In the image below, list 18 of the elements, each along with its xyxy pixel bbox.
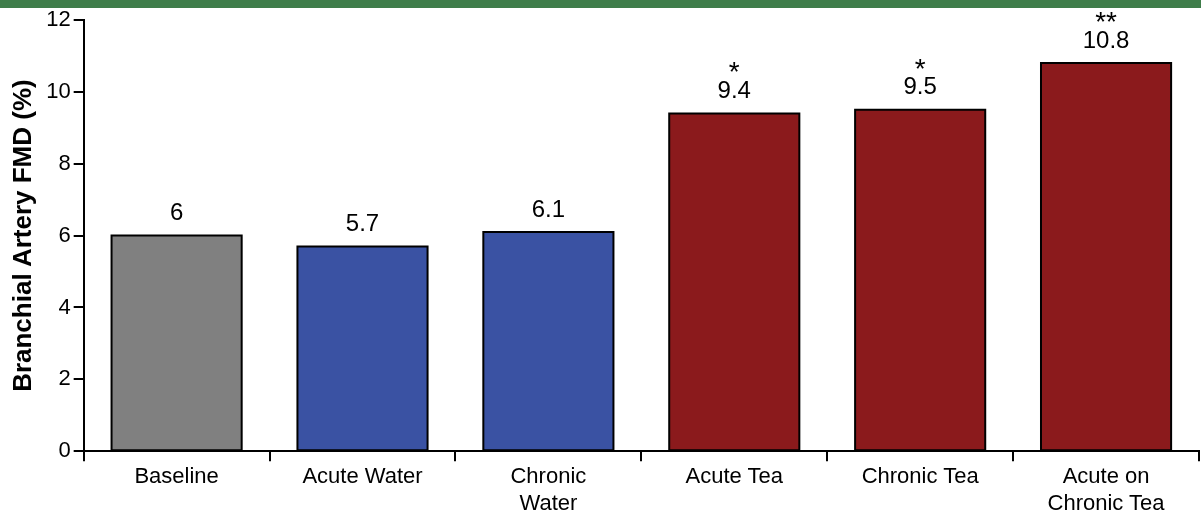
y-tick-label: 0: [58, 437, 71, 463]
x-tick-label: Acute Water: [302, 463, 423, 489]
y-axis-title: Branchial Artery FMD (%): [6, 79, 37, 392]
y-tick-label: 8: [58, 149, 71, 175]
y-tick-label: 6: [58, 221, 71, 247]
x-tick-label: Acute on Chronic Tea: [1047, 463, 1166, 515]
x-tick-label: Chronic Water: [510, 463, 587, 515]
x-tick-label: Chronic Tea: [861, 463, 980, 489]
y-tick-label: 10: [46, 77, 71, 103]
y-tick-label: 12: [46, 6, 71, 32]
data-label: 5.7: [345, 209, 380, 237]
x-tick-label: Acute Tea: [685, 463, 784, 489]
data-label: 9.4: [717, 76, 751, 104]
y-tick-label: 2: [58, 365, 71, 391]
y-tick-label: 4: [58, 293, 71, 319]
x-tick-label: Baseline: [134, 463, 219, 489]
data-label: 6.1: [531, 194, 566, 222]
data-label: 6: [169, 198, 184, 226]
